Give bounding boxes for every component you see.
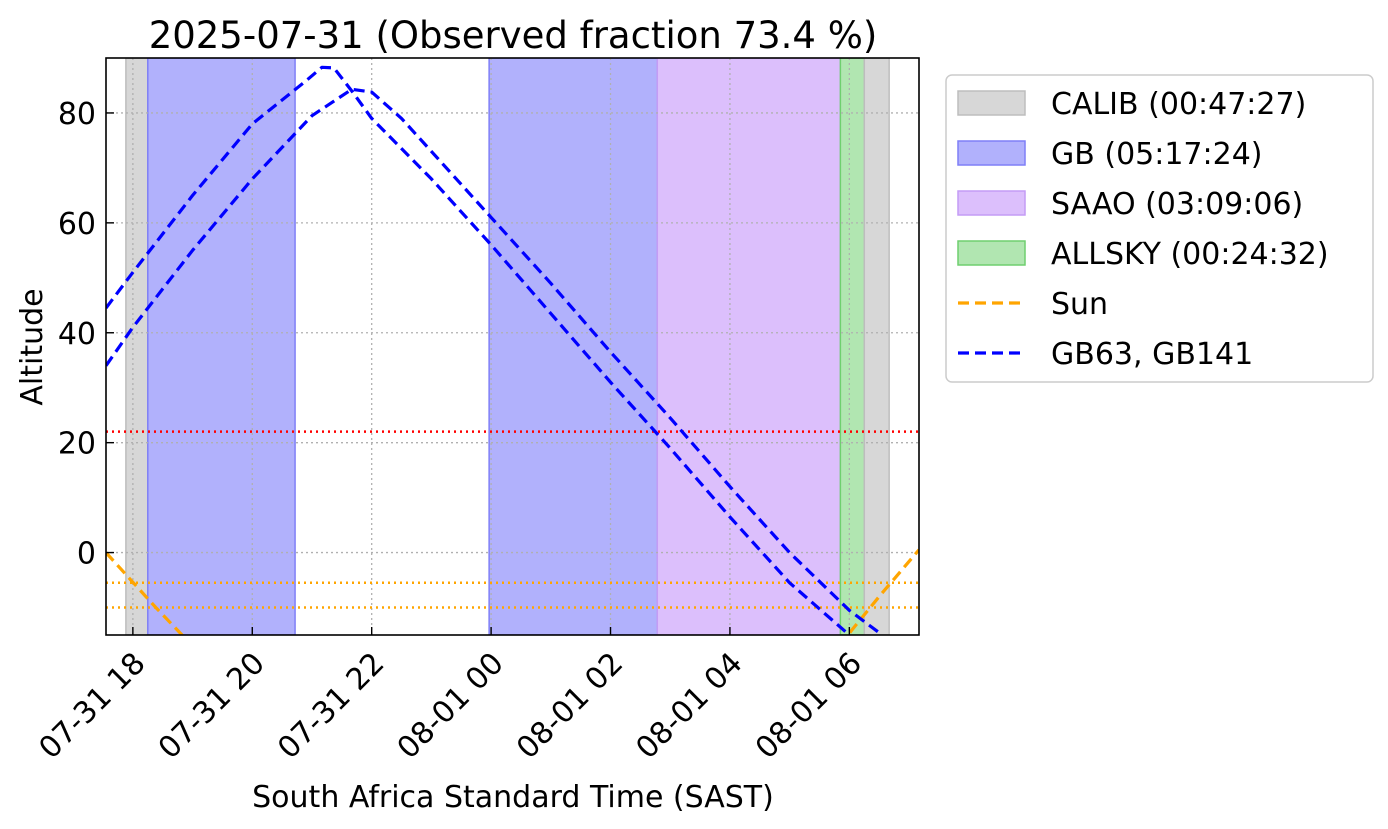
legend: CALIB (00:47:27) GB (05:17:24) SAAO (03:09… [945,74,1374,383]
band-gb [147,58,296,635]
legend-swatch [957,140,1026,166]
legend-label: GB63, GB141 [1051,337,1253,372]
chart-title: 2025-07-31 (Observed fraction 73.4 %) [149,14,878,57]
plot-frame [105,57,920,636]
x-tick-label: 08-01 00 [391,646,511,766]
y-tick-label: 20 [58,427,96,462]
legend-box [945,74,1374,383]
legend-label: GB (05:17:24) [1051,137,1263,172]
legend-swatch [957,240,1026,266]
band-calib [863,58,890,635]
legend-label: ALLSKY (00:24:32) [1051,237,1329,272]
x-tick-label: 08-01 06 [749,646,869,766]
y-axis-label: Altitude [15,288,50,405]
band-saao [656,58,842,635]
y-tick-label: 0 [77,537,96,572]
legend-label: SAAO (03:09:06) [1051,187,1303,222]
legend-swatch [957,190,1026,216]
legend-swatch [957,90,1026,116]
series-lines [106,65,919,635]
y-tick-label: 60 [58,207,96,242]
x-axis-label: South Africa Standard Time (SAST) [252,780,774,815]
band-gb [488,58,659,635]
observing-bands [125,58,890,635]
series-gb63 [106,65,851,635]
legend-label: Sun [1051,287,1108,322]
x-tick-label: 08-01 02 [510,646,630,766]
y-tick-label: 80 [58,97,96,132]
x-tick-label: 07-31 20 [152,646,272,766]
y-tick-label: 40 [58,317,96,352]
series-gb141 [106,87,884,635]
series-sun [106,551,185,635]
series-sun [845,548,919,635]
x-tick-label: 07-31 18 [32,646,152,766]
grid-lines [106,58,919,635]
band-allsky [839,58,866,635]
x-tick-label: 08-01 04 [629,646,749,766]
band-calib [125,58,149,635]
legend-label: CALIB (00:47:27) [1051,87,1306,122]
x-tick-label: 07-31 22 [271,646,391,766]
